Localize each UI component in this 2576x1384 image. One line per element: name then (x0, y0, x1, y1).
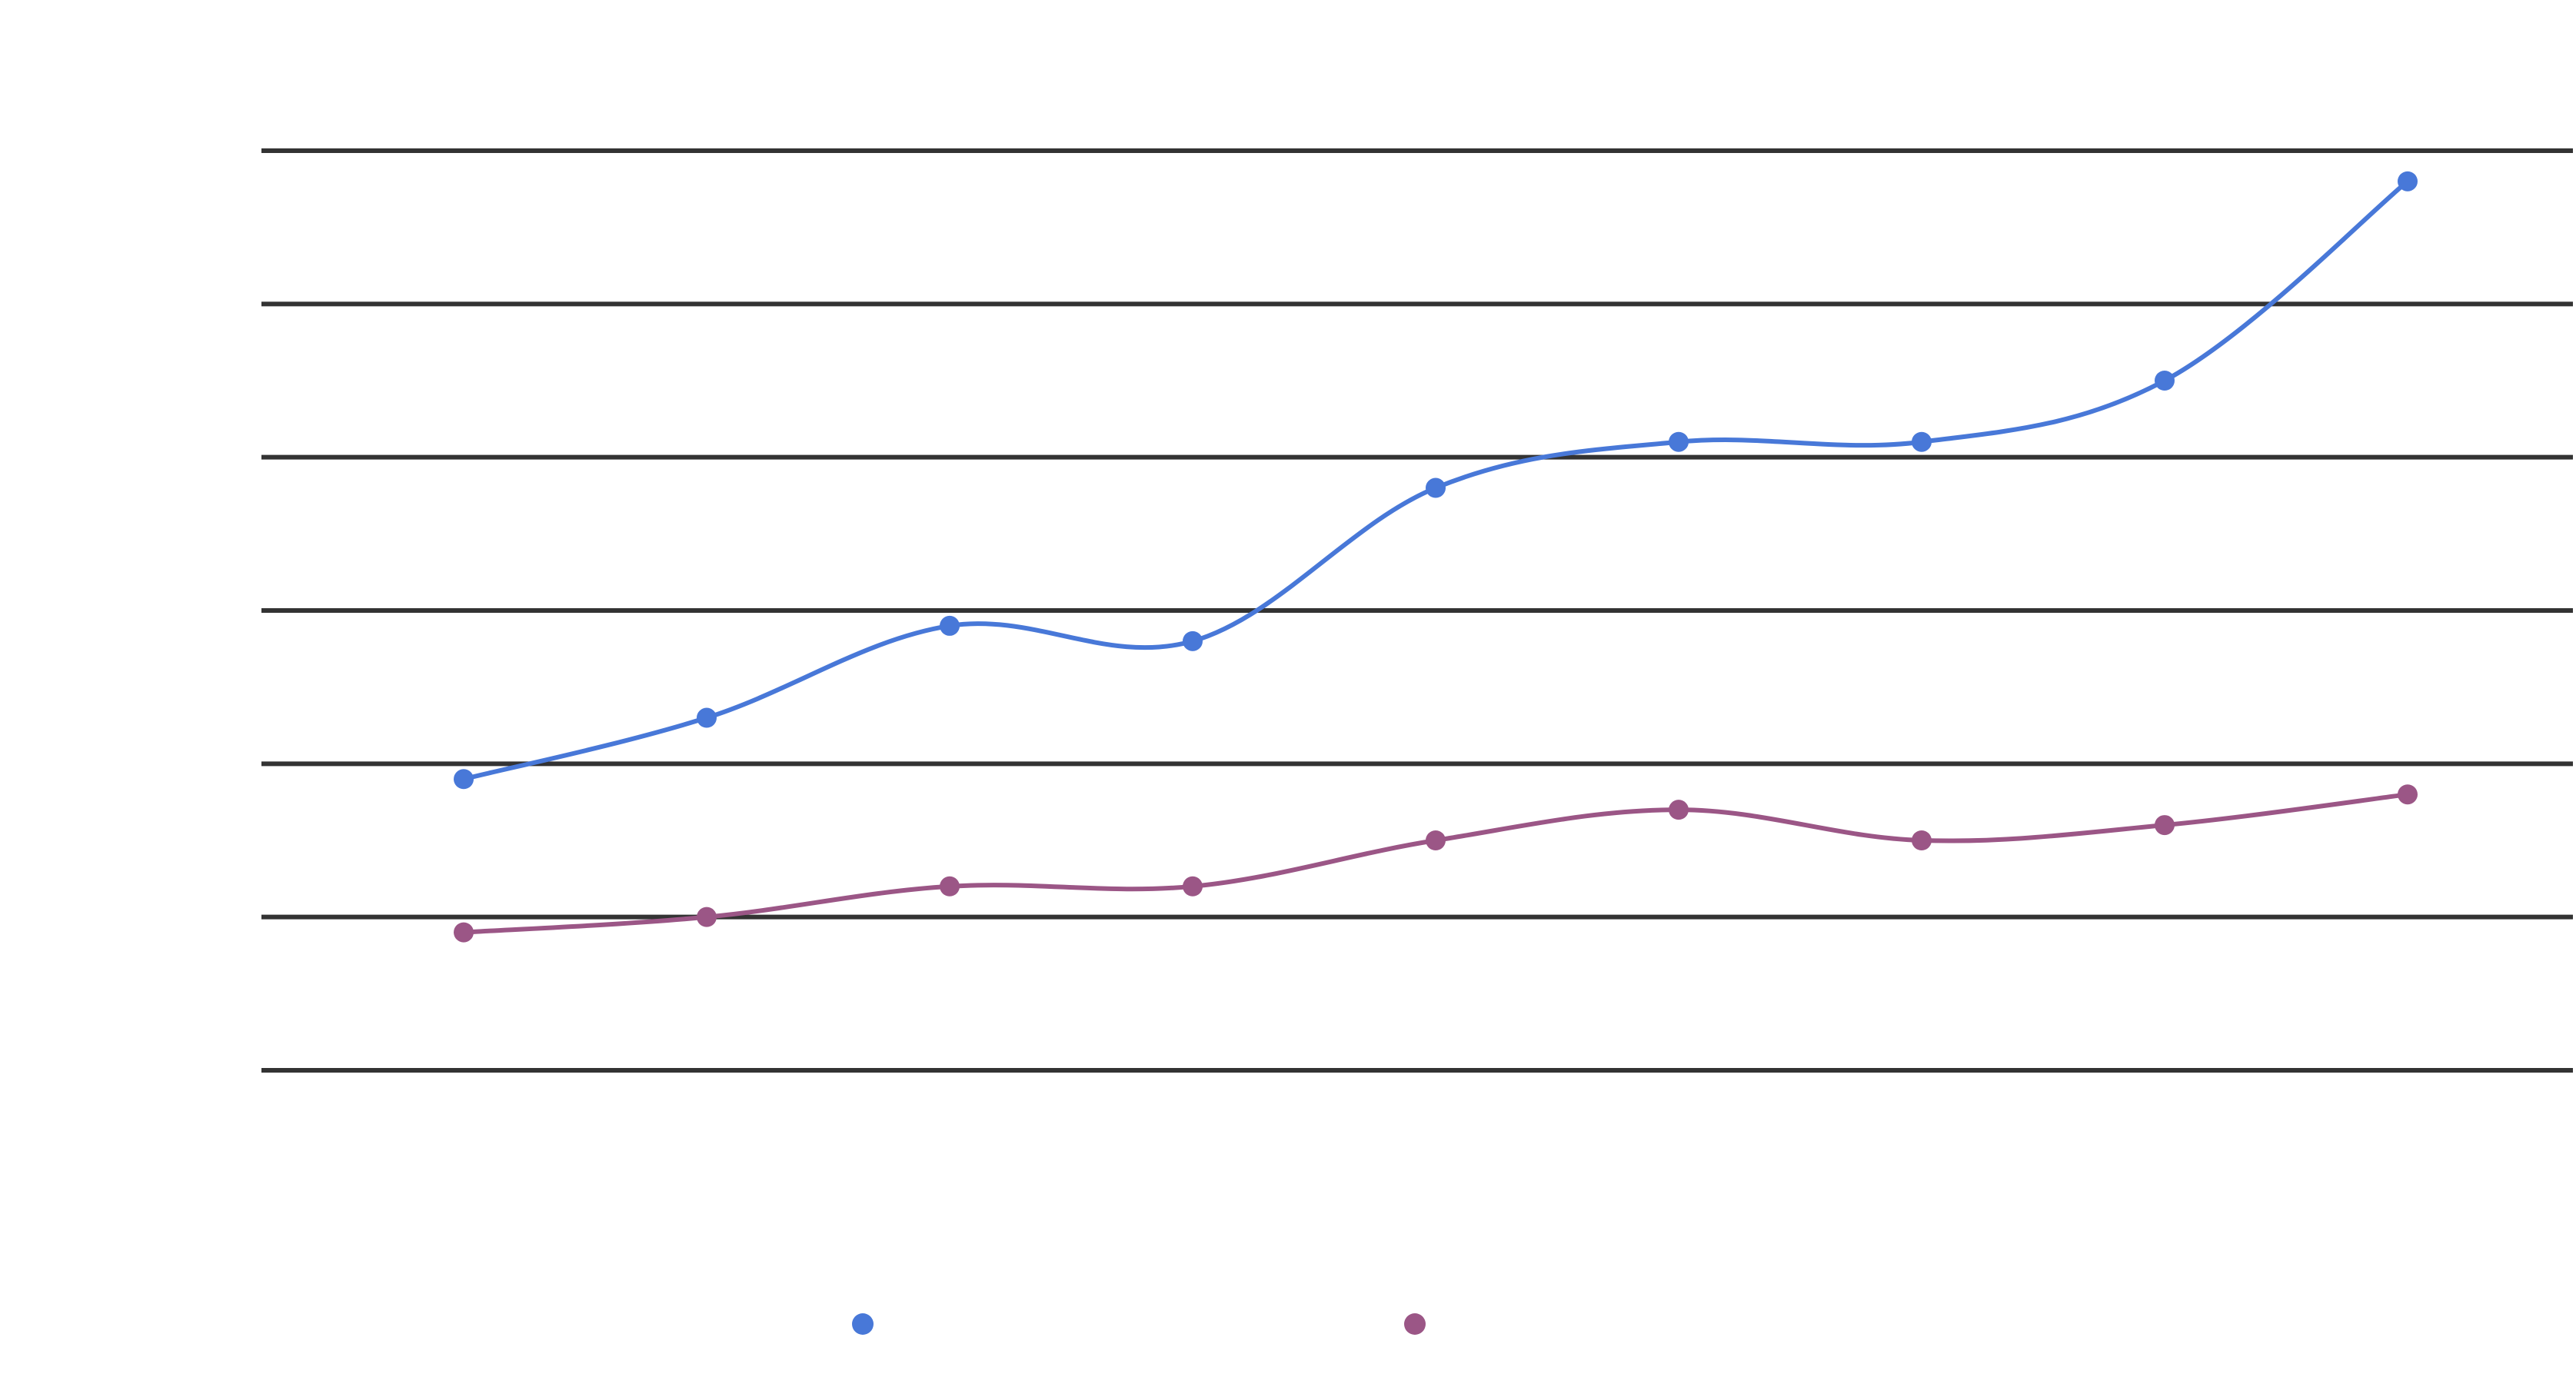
data-point (2398, 784, 2418, 805)
data-point (1912, 830, 1932, 850)
series-lines (454, 171, 2418, 943)
legend-marker (852, 1313, 874, 1335)
data-point (1426, 477, 1446, 498)
series-2 (454, 784, 2418, 943)
data-point (940, 615, 960, 636)
data-point (697, 707, 717, 728)
data-point (454, 922, 474, 943)
series-line (463, 792, 2408, 935)
legend-item (1404, 1313, 1426, 1335)
data-point (1669, 800, 1689, 820)
series-1 (454, 171, 2418, 790)
gridlines (261, 148, 2573, 1073)
data-point (1183, 630, 1203, 651)
data-point (1426, 830, 1446, 850)
data-point (1183, 876, 1203, 897)
data-point (940, 876, 960, 897)
legend-marker (1404, 1313, 1426, 1335)
data-point (454, 769, 474, 790)
data-point (1669, 431, 1689, 452)
legend (852, 1313, 1426, 1335)
data-point (2398, 171, 2418, 191)
legend-item (852, 1313, 874, 1335)
data-point (697, 907, 717, 927)
data-point (2155, 371, 2175, 391)
data-point (1912, 431, 1932, 452)
data-point (2155, 815, 2175, 836)
